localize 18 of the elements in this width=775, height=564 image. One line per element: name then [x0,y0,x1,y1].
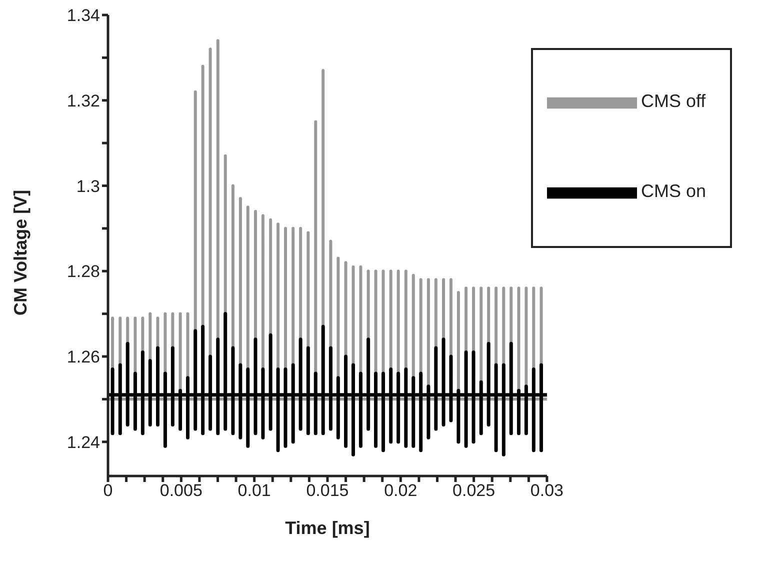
x-axis-title: Time [ms] [285,518,370,538]
y-tick-label: 1.28 [66,262,100,282]
x-tick-label: 0.03 [530,481,564,500]
x-tick-label: 0.005 [160,481,202,500]
x-tick-label: 0.025 [452,481,496,500]
y-tick-label: 1.26 [66,348,100,367]
y-axis-title: CM Voltage [V] [10,190,30,316]
y-tick-label: 1.3 [76,176,100,196]
x-tick-label: 0.01 [238,481,271,500]
y-tick-label: 1.24 [66,432,100,452]
x-tick-label: 0.015 [306,481,349,500]
x-tick-label: 0 [103,481,113,500]
legend-label: CMS off [640,91,706,112]
x-tick-label: 0.02 [384,481,418,500]
y-tick-label: 1.34 [66,6,100,26]
y-tick-label: 1.32 [66,91,100,110]
line-series [108,312,547,456]
legend-label: CMS on [640,181,706,202]
